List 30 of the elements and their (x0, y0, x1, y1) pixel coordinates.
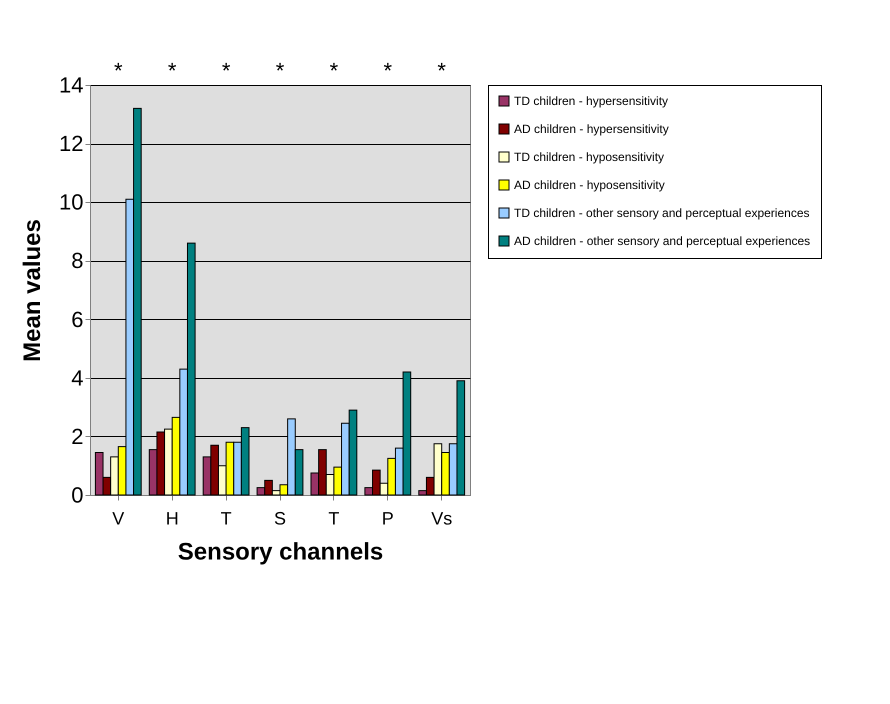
legend-label: AD children - hyposensitivity (514, 178, 665, 192)
x-axis-title: Sensory channels (178, 538, 384, 566)
legend-label: TD children - hypersensitivity (514, 94, 668, 108)
y-tick-label: 12 (59, 131, 84, 156)
x-tick-label: H (166, 508, 179, 528)
x-tick-label: S (274, 508, 286, 528)
y-tick-label: 8 (71, 248, 84, 274)
y-tick-label: 10 (59, 190, 84, 215)
text: * (276, 58, 285, 83)
x-tick-label: T (220, 508, 232, 528)
legend-label: AD children - hypersensitivity (514, 122, 669, 136)
x-tick-label: T (328, 508, 340, 528)
text: * (437, 58, 446, 83)
x-tick-label: P (382, 508, 394, 528)
text: * (222, 58, 231, 83)
y-tick-label: 2 (71, 424, 84, 449)
text: * (384, 58, 393, 83)
text: * (330, 58, 339, 83)
x-tick-label: Vs (431, 508, 452, 528)
y-axis-title: Mean values (19, 219, 46, 362)
legend-label: TD children - other sensory and perceptual experiences (514, 206, 810, 220)
legend-label: TD children - hyposensitivity (514, 150, 664, 164)
y-tick-label: 0 (71, 482, 84, 508)
x-tick-label: V (112, 508, 124, 528)
y-tick-label: 14 (59, 72, 84, 98)
text: * (168, 58, 177, 83)
y-tick-label: 6 (71, 306, 84, 332)
text: * (114, 58, 124, 83)
y-tick-label: 4 (71, 365, 84, 390)
legend-label: AD children - other sensory and perceptual experiences (514, 234, 810, 248)
